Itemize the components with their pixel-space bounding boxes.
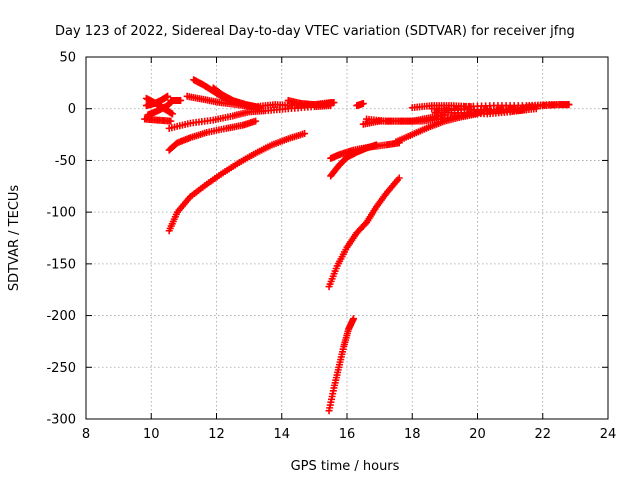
y-axis-label: SDTVAR / TECUs bbox=[7, 185, 22, 292]
data-track bbox=[165, 117, 260, 154]
data-point bbox=[252, 117, 260, 125]
x-tick-label: 22 bbox=[534, 427, 551, 442]
data-point bbox=[301, 130, 309, 138]
x-tick-labels: 8 10 12 14 16 18 20 22 24 bbox=[82, 427, 616, 442]
data-track bbox=[165, 130, 309, 235]
data-track bbox=[353, 100, 367, 110]
data-track bbox=[141, 115, 175, 125]
data-track bbox=[167, 96, 185, 104]
data-track bbox=[438, 101, 573, 123]
y-tick-label: -200 bbox=[46, 309, 76, 324]
x-tick-label: 20 bbox=[469, 427, 486, 442]
data-point bbox=[164, 92, 172, 100]
data-point bbox=[350, 315, 358, 323]
data-point bbox=[372, 141, 380, 149]
data-track bbox=[323, 99, 338, 108]
x-tick-label: 12 bbox=[208, 427, 225, 442]
y-tick-label: 0 bbox=[68, 102, 76, 117]
x-tick-label: 10 bbox=[143, 427, 160, 442]
data-point bbox=[359, 100, 367, 108]
data-point bbox=[177, 96, 185, 104]
data-point bbox=[330, 99, 338, 107]
x-tick-label: 18 bbox=[404, 427, 421, 442]
x-tick-label: 24 bbox=[600, 427, 617, 442]
chart-title: Day 123 of 2022, Sidereal Day-to-day VTE… bbox=[55, 24, 575, 39]
x-tick-label: 16 bbox=[339, 427, 356, 442]
data-point bbox=[565, 101, 573, 109]
y-tick-label: -50 bbox=[55, 154, 76, 169]
data-track bbox=[457, 101, 573, 111]
data-track bbox=[142, 92, 172, 110]
data-track bbox=[325, 315, 358, 415]
x-tick-label: 8 bbox=[82, 427, 90, 442]
data-markers bbox=[141, 76, 573, 415]
y-tick-label: 50 bbox=[59, 51, 76, 66]
y-tick-label: -100 bbox=[46, 206, 76, 221]
plot-frame bbox=[85, 56, 609, 420]
data-track bbox=[327, 141, 380, 180]
y-tick-label: -300 bbox=[46, 413, 76, 428]
y-tick-label: -250 bbox=[46, 361, 76, 376]
data-track bbox=[183, 92, 256, 111]
data-track bbox=[363, 115, 442, 125]
y-tick-labels: -300 -250 -200 -150 -100 -50 0 50 bbox=[46, 51, 76, 428]
x-axis-label: GPS time / hours bbox=[291, 459, 400, 474]
data-point bbox=[167, 117, 175, 125]
data-point bbox=[467, 103, 475, 111]
x-tick-label: 14 bbox=[273, 427, 290, 442]
y-tick-label: -150 bbox=[46, 257, 76, 272]
data-track bbox=[325, 174, 403, 291]
data-point bbox=[395, 174, 403, 182]
data-track bbox=[408, 102, 475, 112]
data-point bbox=[168, 110, 176, 118]
